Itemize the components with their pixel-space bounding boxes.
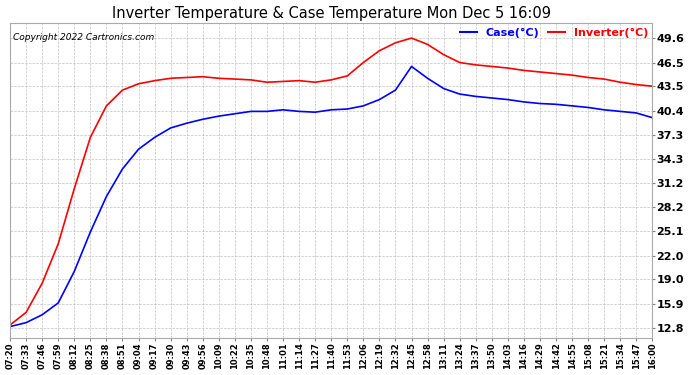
- Title: Inverter Temperature & Case Temperature Mon Dec 5 16:09: Inverter Temperature & Case Temperature …: [112, 6, 551, 21]
- Text: Copyright 2022 Cartronics.com: Copyright 2022 Cartronics.com: [13, 33, 155, 42]
- Legend: Case(°C), Inverter(°C): Case(°C), Inverter(°C): [457, 26, 650, 40]
